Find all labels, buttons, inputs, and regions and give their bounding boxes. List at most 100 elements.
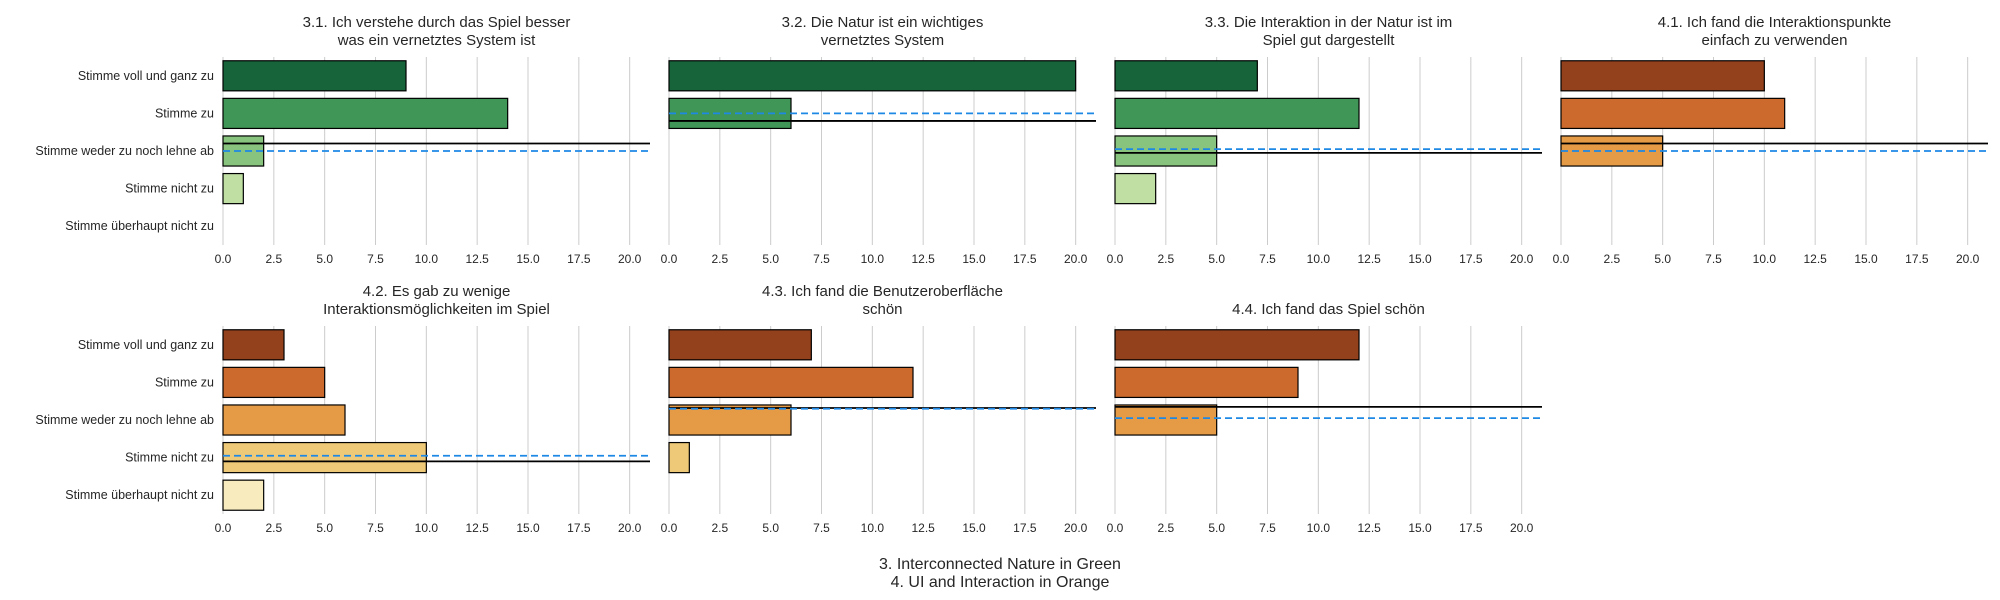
x-tick-label: 20.0 [1510,521,1534,535]
x-tick-label: 17.5 [567,521,591,535]
x-tick-label: 20.0 [1510,252,1534,266]
x-tick-label: 17.5 [1013,521,1037,535]
subplot-title-line: 3.3. Die Interaktion in der Natur ist im [1205,14,1453,31]
x-tick-label: 10.0 [861,521,885,535]
x-tick-label: 2.5 [265,521,282,535]
x-tick-label: 5.0 [316,252,333,266]
x-tick-label: 20.0 [618,252,642,266]
bar-1 [668,60,1077,92]
caption-line-1: 3. Interconnected Nature in Green [879,556,1121,573]
y-category-label: Stimme zu [155,106,214,120]
subplot-title-line: 3.1. Ich verstehe durch das Spiel besser [303,14,571,31]
subplot-title-line: einfach zu verwenden [1702,32,1848,49]
subplot-title-line: Interaktionsmöglichkeiten im Spiel [323,301,550,318]
y-category-label: Stimme überhaupt nicht zu [65,488,214,502]
x-tick-label: 10.0 [415,252,439,266]
x-tick-label: 0.0 [661,252,678,266]
x-tick-label: 20.0 [1064,521,1088,535]
x-tick-label: 7.5 [1705,252,1722,266]
x-tick-label: 12.5 [1357,521,1381,535]
x-tick-label: 15.0 [516,252,540,266]
subplot-1: 0.0 2.5 5.0 7.5 10.0 12.5 15.0 17.5 20.0 Stimme v… [35,14,650,266]
subplot-7: 0.0 2.5 5.0 7.5 10.0 12.5 15.0 17.5 20.0 4.4. Ich… [1107,301,1542,535]
x-tick-label: 7.5 [813,252,830,266]
subplot-title-line: Spiel gut dargestellt [1263,32,1396,49]
x-tick-label: 20.0 [618,521,642,535]
x-tick-label: 0.0 [215,252,232,266]
x-tick-label: 10.0 [1307,521,1331,535]
x-tick-label: 15.0 [1408,252,1432,266]
bar-2 [1114,97,1360,130]
subplot-title-line: 3.2. Die Natur ist ein wichtiges [782,14,984,31]
x-tick-label: 5.0 [316,521,333,535]
x-tick-label: 5.0 [1208,521,1225,535]
caption-line-2: 4. UI and Interaction in Orange [890,574,1110,591]
bar-4 [222,172,244,205]
y-category-label: Stimme überhaupt nicht zu [65,219,214,233]
bar-3 [222,404,346,436]
subplot-title-line: 4.2. Es gab zu wenige [363,283,511,300]
bar-5 [222,479,265,511]
y-category-label: Stimme zu [155,375,214,389]
bar-3 [1114,404,1218,436]
x-tick-label: 5.0 [1208,252,1225,266]
x-tick-label: 15.0 [516,521,540,535]
subplot-4: 0.0 2.5 5.0 7.5 10.0 12.5 15.0 17.5 20.0 4.1. Ich… [1553,14,1988,266]
x-tick-label: 15.0 [962,252,986,266]
x-tick-label: 2.5 [265,252,282,266]
bar-1 [668,329,812,361]
x-tick-label: 17.5 [1459,521,1483,535]
bar-2 [1114,366,1299,399]
subplot-title-line: 4.3. Ich fand die Benutzeroberfläche [762,283,1003,300]
bar-4 [668,441,690,474]
x-tick-label: 10.0 [861,252,885,266]
y-category-label: Stimme voll und ganz zu [78,69,214,83]
subplot-title-line: 4.1. Ich fand die Interaktionspunkte [1658,14,1892,31]
bar-2 [222,366,326,399]
bar-2 [668,366,914,399]
bar-3 [1114,135,1218,167]
y-category-label: Stimme voll und ganz zu [78,338,214,352]
x-tick-label: 12.5 [1803,252,1827,266]
x-tick-label: 7.5 [1259,521,1276,535]
bar-2 [1560,97,1786,130]
x-tick-label: 0.0 [1107,252,1124,266]
x-tick-label: 5.0 [762,521,779,535]
bar-4 [222,441,427,474]
bar-1 [1560,60,1765,92]
bar-1 [1114,329,1360,361]
chart-grid-svg: 0.0 2.5 5.0 7.5 10.0 12.5 15.0 17.5 20.0 Stimme v… [35,14,1988,535]
subplot-5: 0.0 2.5 5.0 7.5 10.0 12.5 15.0 17.5 20.0 Stimme v… [35,283,650,535]
subplot-title-line: schön [862,301,902,318]
subplot-3: 0.0 2.5 5.0 7.5 10.0 12.5 15.0 17.5 20.0 3.3. Die… [1107,14,1542,266]
x-tick-label: 15.0 [1854,252,1878,266]
y-category-label: Stimme weder zu noch lehne ab [35,144,214,158]
bar-1 [222,329,285,361]
x-tick-label: 5.0 [1654,252,1671,266]
x-tick-label: 12.5 [1357,252,1381,266]
x-tick-label: 5.0 [762,252,779,266]
x-tick-label: 0.0 [1107,521,1124,535]
bar-1 [1114,60,1258,92]
x-tick-label: 10.0 [1307,252,1331,266]
y-category-label: Stimme weder zu noch lehne ab [35,413,214,427]
x-tick-label: 12.5 [465,521,489,535]
bar-1 [222,60,407,92]
x-tick-label: 10.0 [415,521,439,535]
figure-caption: 3. Interconnected Nature in Green 4. UI … [0,556,2000,592]
x-tick-label: 0.0 [661,521,678,535]
x-tick-label: 20.0 [1956,252,1980,266]
x-tick-label: 0.0 [1553,252,1570,266]
subplot-title-line: was ein vernetztes System ist [337,32,536,49]
bar-2 [222,97,509,130]
x-tick-label: 17.5 [1459,252,1483,266]
x-tick-label: 15.0 [1408,521,1432,535]
x-tick-label: 17.5 [567,252,591,266]
x-tick-label: 0.0 [215,521,232,535]
y-category-label: Stimme nicht zu [125,182,214,196]
x-tick-label: 12.5 [911,252,935,266]
x-tick-label: 2.5 [711,521,728,535]
x-tick-label: 2.5 [1157,252,1174,266]
x-tick-label: 15.0 [962,521,986,535]
